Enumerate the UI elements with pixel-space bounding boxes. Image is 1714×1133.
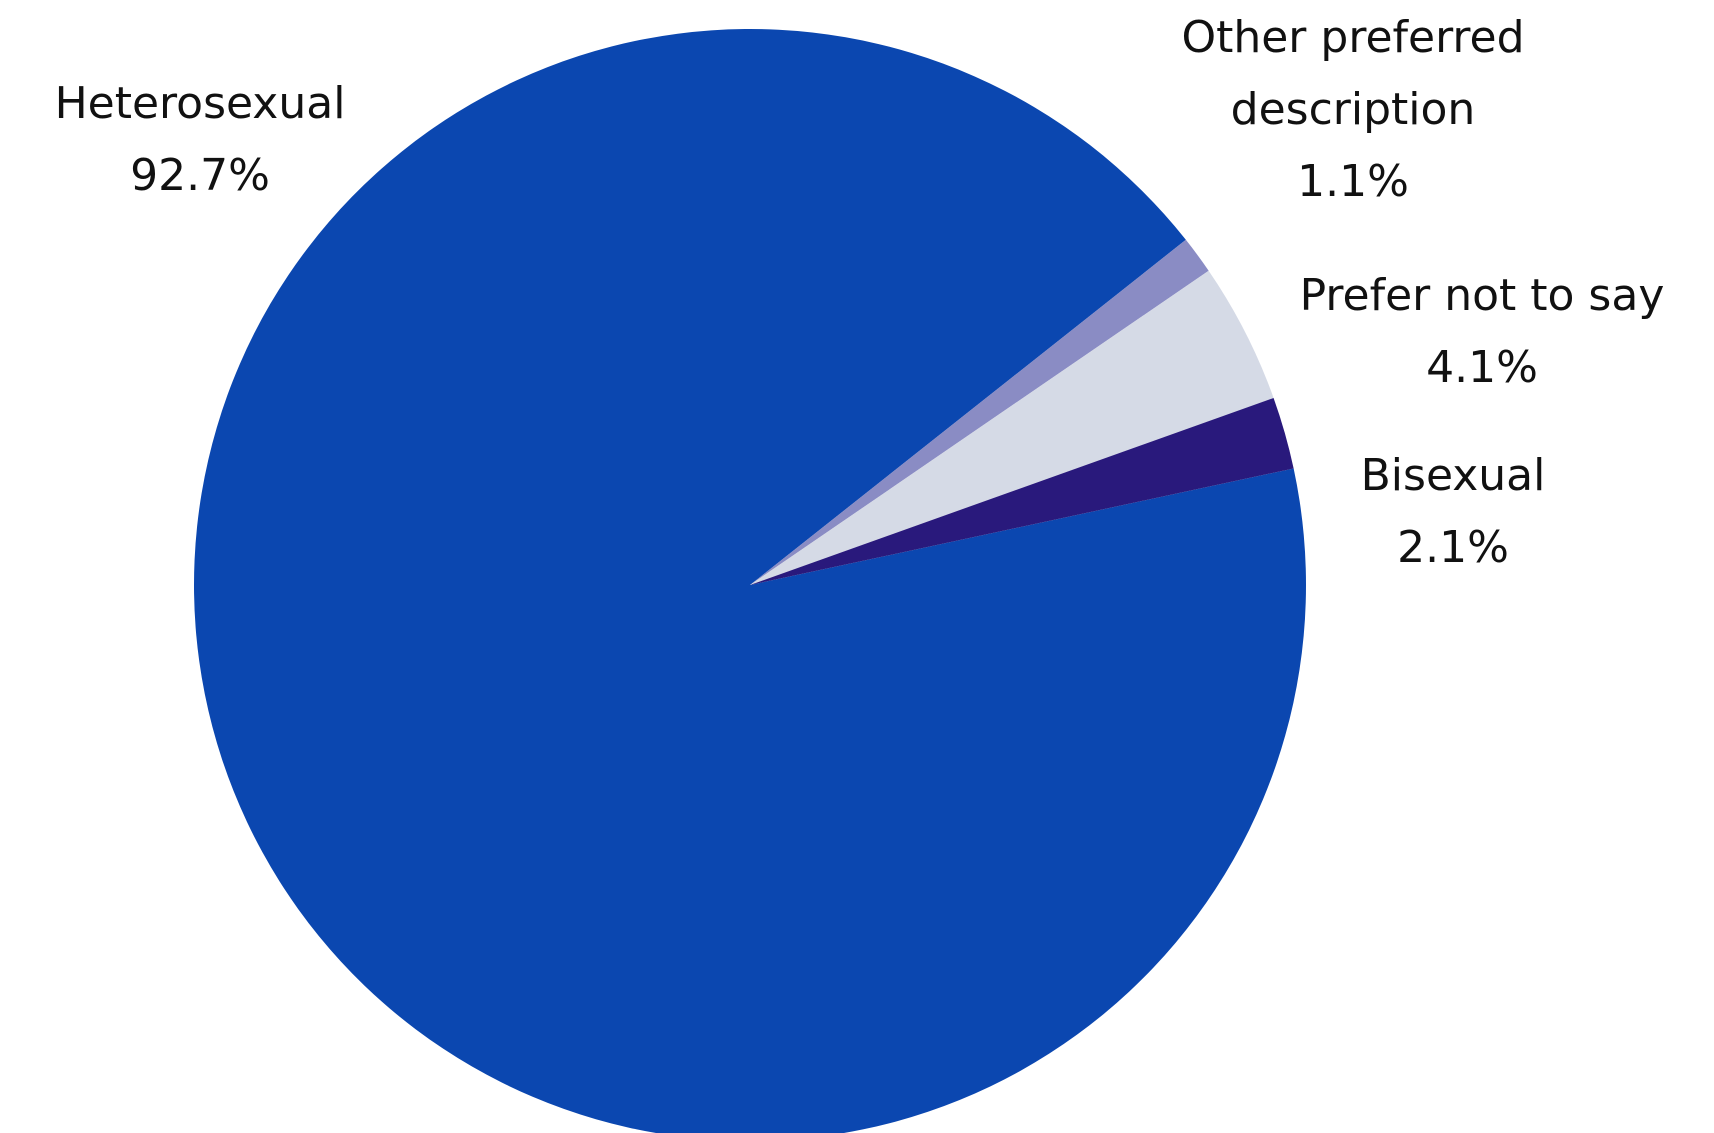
pie-labels: Heterosexual 92.7% Other preferred descript… [55, 12, 1665, 573]
slice-category-label: Other preferred [1181, 12, 1524, 63]
slice-category-label: Prefer not to say [1300, 270, 1665, 321]
slice-value-label: 1.1% [1297, 156, 1409, 207]
slice-value-label: 2.1% [1397, 522, 1509, 573]
slice-value-label: 4.1% [1426, 342, 1538, 393]
pie-slices [194, 29, 1307, 1133]
slice-category-label: Bisexual [1361, 450, 1546, 501]
pie-slice-heterosexual [194, 29, 1307, 1133]
slice-value-label: 92.7% [130, 150, 270, 201]
pie-slice-other-preferred-description [750, 239, 1209, 586]
slice-category-label: Heterosexual [55, 78, 346, 129]
pie-slice-prefer-not-to-say [750, 270, 1274, 585]
pie-slice-bisexual [750, 397, 1294, 585]
slice-category-label: description [1231, 84, 1476, 135]
